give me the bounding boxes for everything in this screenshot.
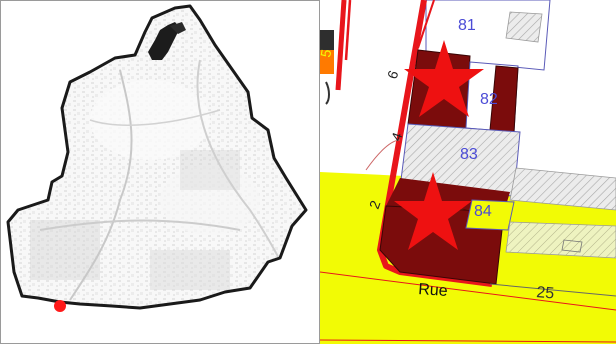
location-marker [54,300,66,312]
commune-boundary [6,4,308,310]
street-name: Rue [418,281,449,300]
star-icon [394,172,472,250]
overview-map [0,0,320,344]
parcel-label-81: 81 [458,17,476,34]
cadastral-map-canvas: 81 82 83 84 25 6 4 2 5 Rue [320,0,616,344]
star-icon [404,40,484,117]
parcel-label-25: 25 [536,284,555,302]
forest-patch [148,22,180,60]
street-number-5: 5 [320,48,334,59]
parcel-label-82: 82 [480,91,498,108]
parcel-label-83: 83 [460,146,478,163]
boundary-line-left-top [335,0,347,91]
cadastral-map: 81 82 83 84 25 6 4 2 5 Rue [320,0,616,344]
overview-map-canvas [6,4,308,312]
parcel-label-84: 84 [474,203,492,220]
